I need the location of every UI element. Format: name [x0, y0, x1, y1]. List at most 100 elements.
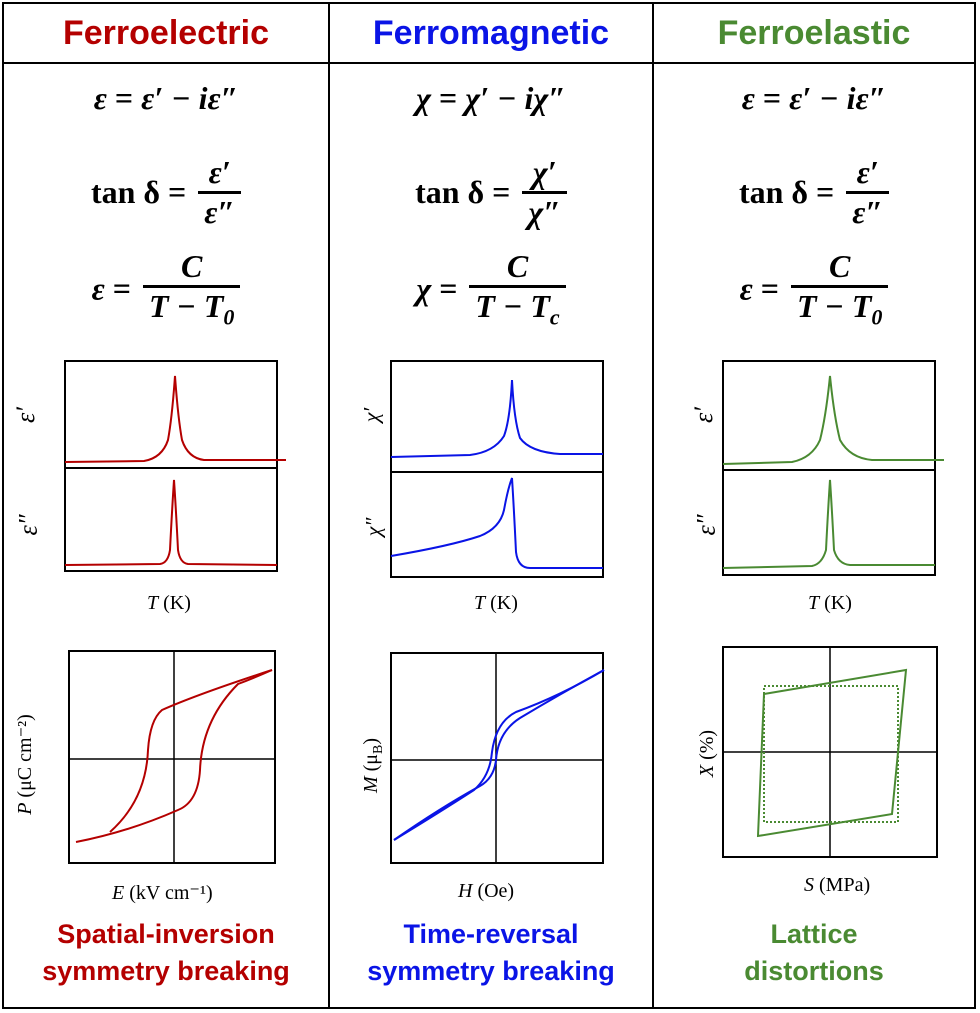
loop-xlabel-unit: (kV cm⁻¹) — [124, 882, 213, 904]
loop-xlabel-var: S — [804, 874, 814, 896]
eq-equals: = — [114, 80, 134, 116]
descending-branch — [109, 669, 273, 833]
xlabel-var: T — [147, 592, 159, 614]
eq-lhs: χ — [416, 80, 431, 116]
plot-frame — [64, 360, 278, 572]
symmetry-note: Spatial-inversion symmetry breaking — [4, 916, 328, 990]
xlabel-unit: (K) — [819, 592, 852, 614]
denominator-text: T − T — [796, 288, 872, 324]
xlabel-unit: (K) — [485, 592, 518, 614]
plot-frame — [390, 652, 604, 864]
eq-lhs: ε — [93, 80, 107, 116]
numerator: C — [181, 248, 203, 284]
eq-lhs: χ — [416, 270, 432, 307]
imaginary-part-curve — [722, 479, 935, 569]
top-plot-ylabel: ε′ — [10, 407, 40, 423]
eq-lhs: ε — [741, 80, 755, 116]
eq-lhs: tan δ — [415, 174, 485, 210]
denominator-subscript: 0 — [223, 304, 235, 330]
header-divider — [4, 62, 974, 64]
xlabel-unit: (K) — [158, 592, 191, 614]
real-part-curve — [722, 375, 944, 465]
ascending-branch — [393, 669, 605, 841]
permittivity-plot — [722, 360, 944, 576]
loss-tangent-equation: tan δ = χ′ χ″ — [330, 154, 652, 231]
note-line-2: distortions — [744, 956, 884, 986]
symmetry-note: Lattice distortions — [654, 916, 974, 990]
eq-equals: = — [760, 270, 779, 307]
eq-equals: = — [168, 174, 187, 210]
column-ferroelectric: Ferroelectric ε = ε′ − iε″ tan δ = ε′ ε″ … — [4, 4, 328, 1007]
denominator-subscript: 0 — [871, 304, 883, 330]
loop-ylabel-unit: (μ — [360, 753, 383, 777]
numerator: χ′ — [532, 154, 557, 190]
fraction: ε′ ε″ — [846, 154, 890, 231]
xlabel-var: T — [808, 592, 820, 614]
loop-xlabel: E (kV cm⁻¹) — [112, 880, 213, 905]
loss-tangent-equation: tan δ = ε′ ε″ — [654, 154, 974, 231]
loop-xlabel: H (Oe) — [458, 880, 514, 903]
column-title: Ferroelastic — [717, 14, 911, 52]
loop-ylabel-var: P — [13, 802, 36, 815]
top-plot-ylabel: χ′ — [358, 407, 384, 423]
eq-equals: = — [439, 270, 458, 307]
column-title: Ferromagnetic — [372, 14, 610, 52]
loop-xlabel-var: E — [112, 882, 125, 904]
loop-ylabel-var: X — [696, 764, 719, 778]
denominator: T − T0 — [790, 285, 889, 330]
numerator: ε′ — [208, 154, 231, 190]
loop-ylabel-unit: (μC cm⁻²) — [13, 714, 36, 803]
loop-xlabel-var: H — [458, 880, 473, 902]
eq-rhs: χ′ − iχ″ — [465, 80, 566, 116]
permittivity-plot — [64, 360, 286, 572]
permittivity-equation: ε = ε′ − iε″ — [654, 80, 974, 117]
note-line-1: Spatial-inversion — [57, 919, 275, 949]
note-line-1: Lattice — [770, 919, 858, 949]
eq-lhs: tan δ — [738, 174, 809, 210]
eq-equals: = — [492, 174, 511, 210]
plot-xlabel: T (K) — [147, 592, 191, 615]
top-plot-ylabel: ε′ — [688, 407, 718, 423]
denominator: T − T0 — [142, 285, 241, 330]
ideal-loop — [763, 685, 899, 823]
column-ferroelastic: Ferroelastic ε = ε′ − iε″ tan δ = ε′ ε″ ε… — [654, 4, 974, 1007]
loop-ylabel: P (μC cm⁻²) — [12, 714, 37, 815]
column-divider-1 — [328, 4, 330, 1007]
denominator: ε″ — [198, 191, 242, 231]
imaginary-part-curve — [64, 479, 278, 566]
susceptibility-equation: χ = χ′ − iχ″ — [330, 80, 652, 117]
loop-xlabel-unit: (Oe) — [472, 880, 515, 902]
eq-equals: = — [112, 270, 131, 307]
denominator-text: T − T — [148, 288, 224, 324]
bottom-plot-ylabel: χ″ — [360, 517, 386, 537]
loop-ylabel-subscript: B — [371, 744, 387, 754]
column-title: Ferroelectric — [63, 14, 269, 52]
bottom-plot-ylabel: ε″ — [13, 514, 43, 536]
xlabel-var: T — [474, 592, 486, 614]
eq-equals: = — [438, 80, 458, 116]
strain-hysteresis-loop — [722, 646, 938, 858]
bottom-plot-ylabel: ε″ — [691, 514, 721, 536]
magnetization-hysteresis-loop — [390, 652, 605, 864]
column-divider-2 — [652, 4, 654, 1007]
symmetry-note: Time-reversal symmetry breaking — [330, 916, 652, 990]
numerator: ε′ — [856, 154, 879, 190]
loop-ylabel: M (μB) — [360, 738, 387, 793]
imaginary-part-curve — [390, 477, 603, 569]
fraction: ε′ ε″ — [198, 154, 242, 231]
susceptibility-plot — [390, 360, 604, 578]
permittivity-equation: ε = ε′ − iε″ — [4, 80, 328, 117]
denominator: ε″ — [846, 191, 890, 231]
fraction: χ′ χ″ — [522, 154, 567, 231]
real-part-curve — [390, 379, 603, 458]
plot-frame — [390, 360, 604, 578]
eq-equals: = — [816, 174, 835, 210]
loop-xlabel: S (MPa) — [804, 874, 870, 897]
note-line-2: symmetry breaking — [367, 956, 615, 986]
polarization-hysteresis-loop — [68, 650, 276, 864]
